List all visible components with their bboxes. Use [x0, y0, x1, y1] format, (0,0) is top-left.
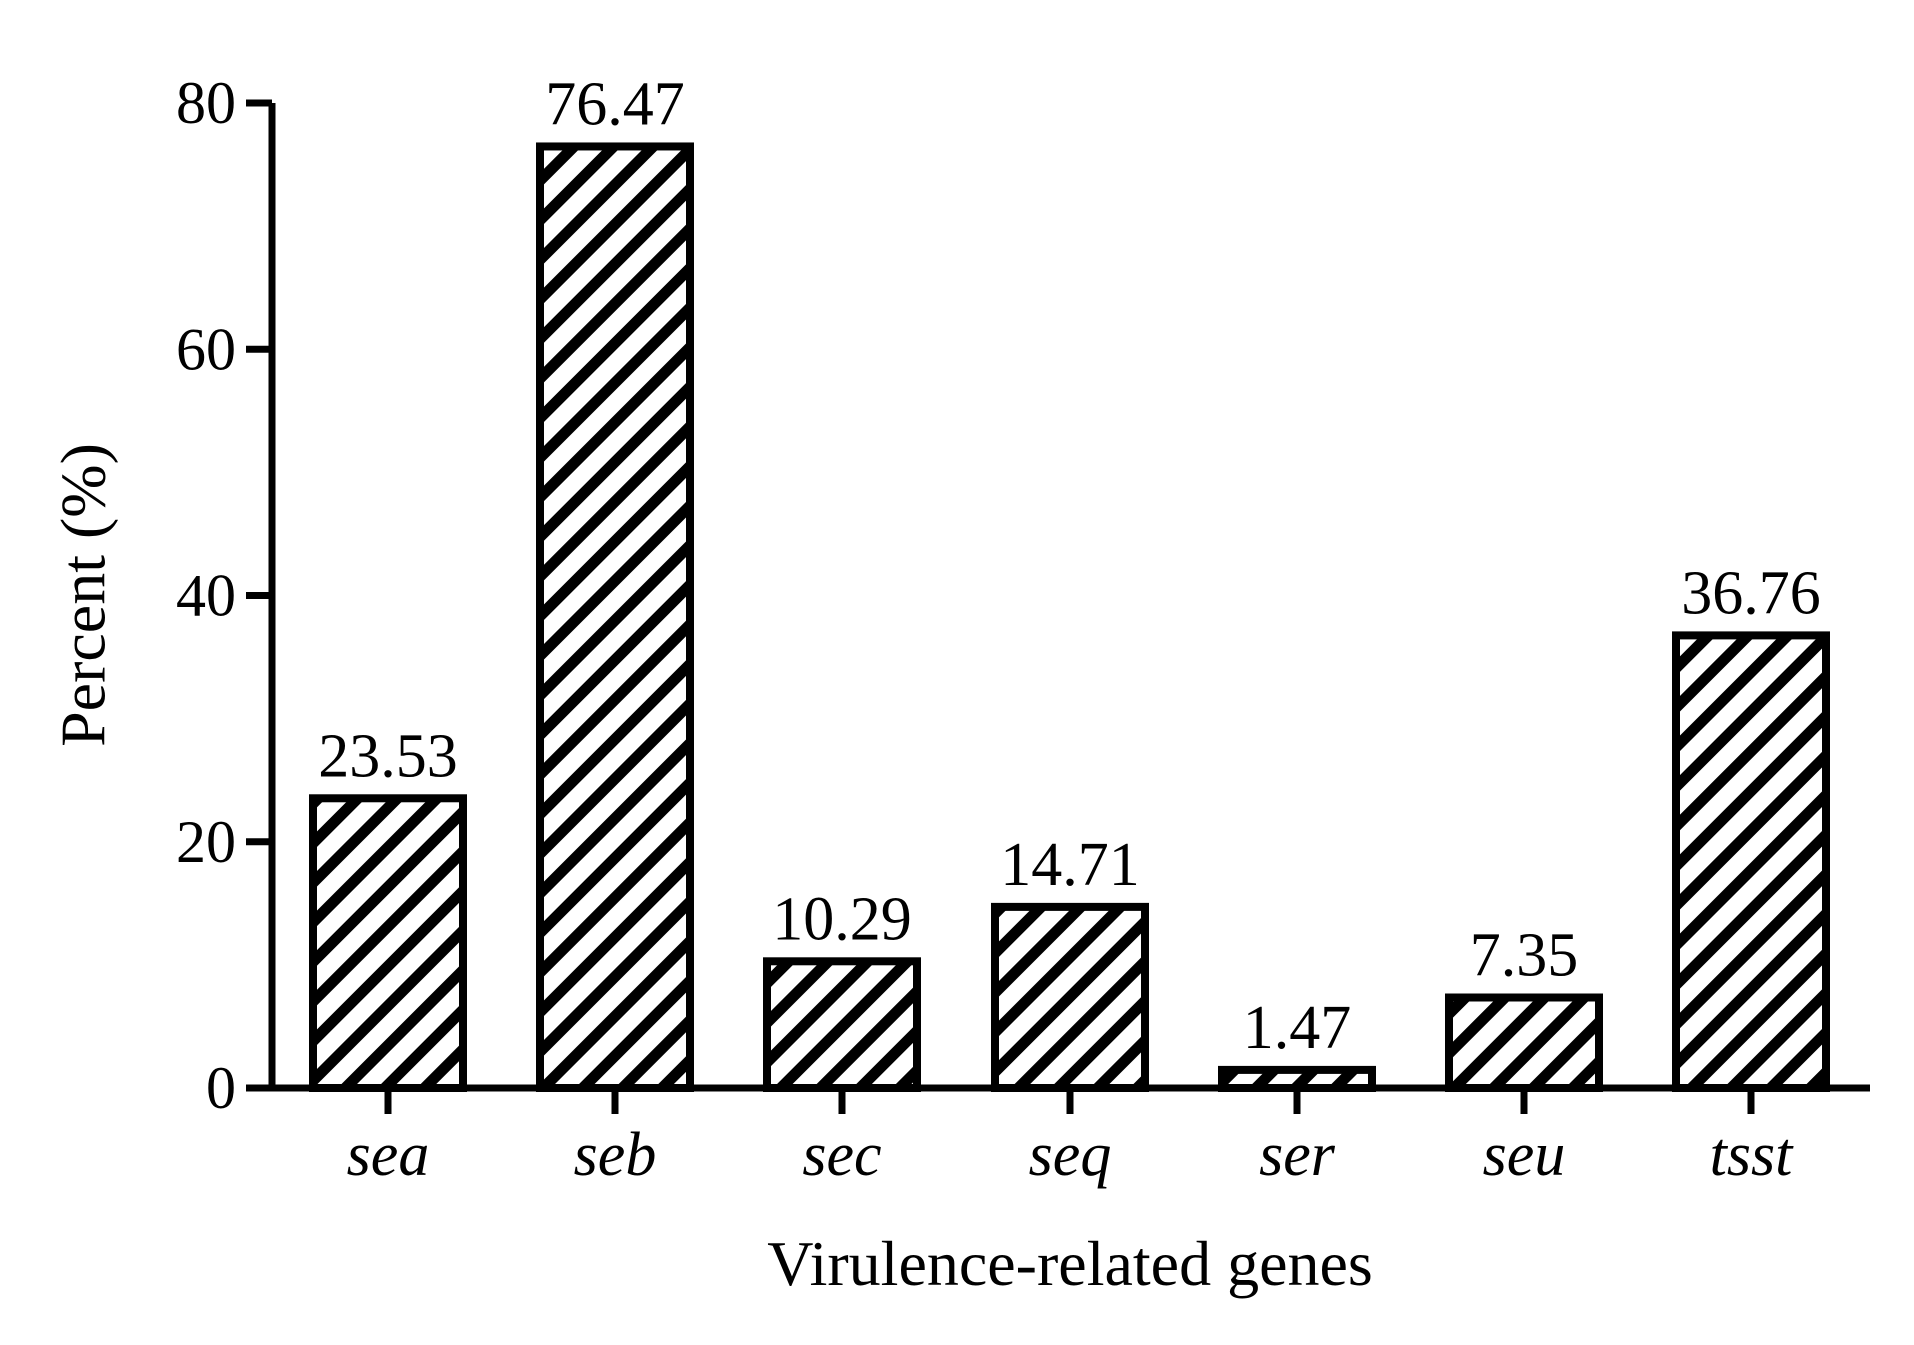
bar-tsst [1672, 631, 1830, 1093]
value-label-seb: 76.47 [545, 70, 685, 138]
value-label-seq: 14.71 [1000, 831, 1140, 899]
value-label-tsst: 36.76 [1681, 559, 1821, 627]
x-tick-label-seq: seq [1029, 1121, 1112, 1189]
y-tick-label: 40 [176, 563, 236, 629]
value-label-seu: 7.35 [1470, 922, 1579, 990]
bar-seu [1445, 993, 1603, 1092]
y-axis-title: Percent (%) [48, 443, 119, 747]
bar-sea [309, 794, 467, 1092]
value-label-sea: 23.53 [318, 722, 458, 790]
x-axis-title: Virulence-related genes [767, 1228, 1373, 1299]
bar-seq [991, 902, 1149, 1092]
x-tick-label-sea: sea [347, 1121, 430, 1189]
x-tick-label-seb: seb [574, 1121, 657, 1189]
bar-seb [536, 142, 694, 1092]
value-labels-group: 23.53 76.47 10.29 14.71 1.47 7.35 36.76 [318, 70, 1821, 1061]
x-axis-ticks: sea seb sec seq ser seu tsst [347, 1088, 1794, 1189]
x-tick-label-sec: sec [802, 1121, 881, 1189]
x-tick-label-ser: ser [1259, 1121, 1336, 1189]
value-label-sec: 10.29 [772, 885, 912, 953]
value-label-ser: 1.47 [1243, 994, 1352, 1062]
bars-group [309, 142, 1830, 1093]
y-tick-label: 80 [176, 70, 236, 136]
y-tick-label: 0 [206, 1055, 236, 1121]
y-axis-ticks: 0 20 40 60 80 [176, 70, 272, 1121]
x-tick-label-tsst: tsst [1710, 1121, 1794, 1189]
y-tick-label: 20 [176, 809, 236, 875]
y-tick-label: 60 [176, 316, 236, 382]
x-tick-label-seu: seu [1483, 1121, 1566, 1189]
bar-sec [763, 957, 921, 1093]
